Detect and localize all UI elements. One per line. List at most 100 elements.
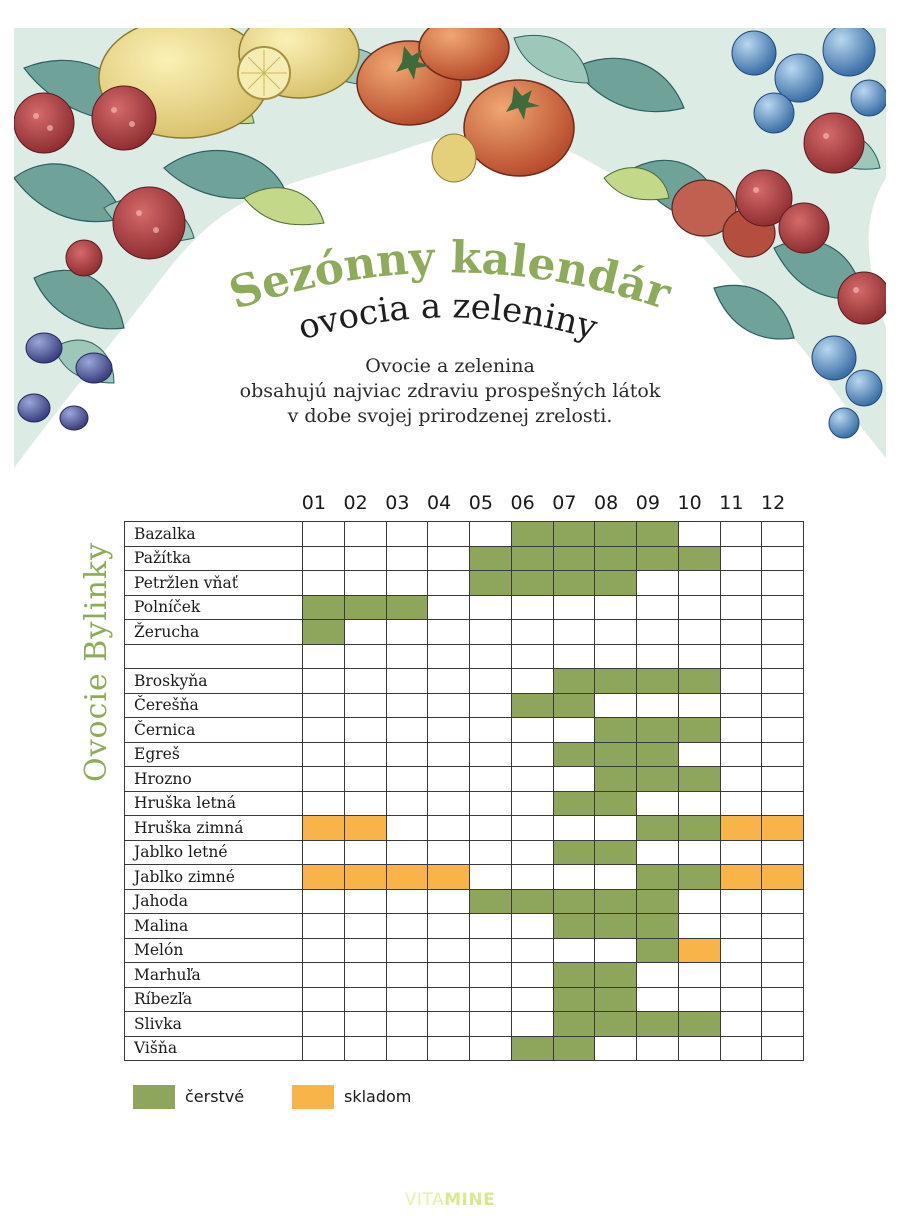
cell-fresh <box>510 521 554 547</box>
cell-empty <box>469 962 512 988</box>
cell-empty <box>761 692 804 718</box>
cell-empty <box>761 545 804 571</box>
cell-fresh <box>594 717 637 743</box>
intro-line: Ovocie a zelenina <box>365 355 535 377</box>
cell-empty <box>385 815 429 841</box>
cell-empty <box>343 962 387 988</box>
cell-empty <box>302 643 345 669</box>
cell-empty <box>677 594 721 620</box>
cell-empty <box>510 643 554 669</box>
cell-fresh <box>510 888 554 914</box>
month-label: 10 <box>677 492 702 514</box>
cell-empty <box>677 521 721 547</box>
cell-empty <box>469 790 512 816</box>
cell-empty <box>719 545 763 571</box>
title-line-2: ovocia a zeleniny <box>294 286 602 348</box>
cell-empty <box>510 937 554 963</box>
cell-fresh <box>510 1035 554 1061</box>
month-label: 12 <box>761 492 786 514</box>
cell-empty <box>761 937 804 963</box>
cell-fresh <box>594 790 637 816</box>
cell-empty <box>343 790 387 816</box>
cell-fresh <box>552 668 596 694</box>
cell-fresh <box>594 839 637 865</box>
cell-empty <box>385 937 429 963</box>
cell-empty <box>677 888 721 914</box>
cell-fresh <box>510 545 554 571</box>
cell-empty <box>636 619 679 645</box>
intro-text: Ovocie a zelenina obsahujú najviac zdrav… <box>150 354 750 429</box>
month-label: 09 <box>635 492 660 514</box>
cell-empty <box>427 741 470 767</box>
cell-empty <box>594 692 637 718</box>
cell-fresh <box>552 986 596 1012</box>
produce-name: Žerucha <box>124 619 303 645</box>
cell-empty <box>302 839 345 865</box>
cell-fresh <box>552 888 596 914</box>
cell-empty <box>343 741 387 767</box>
calendar-row: Melón <box>124 937 804 963</box>
cell-empty <box>343 937 387 963</box>
produce-name: Jablko letné <box>124 839 303 865</box>
cell-empty <box>719 790 763 816</box>
month-label: 05 <box>468 492 493 514</box>
cell-empty <box>469 937 512 963</box>
cell-fresh <box>636 937 679 963</box>
cell-empty <box>427 717 470 743</box>
cell-empty <box>552 864 596 890</box>
cell-fresh <box>636 888 679 914</box>
cell-empty <box>677 913 721 939</box>
cell-empty <box>761 570 804 596</box>
produce-name: Jablko zimné <box>124 864 303 890</box>
produce-name <box>124 643 303 669</box>
legend-swatch-fresh <box>133 1085 175 1109</box>
cell-fresh <box>677 545 721 571</box>
produce-name: Petržlen vňať <box>124 570 303 596</box>
cell-empty <box>636 643 679 669</box>
cell-empty <box>761 790 804 816</box>
cell-empty <box>510 1011 554 1037</box>
cell-fresh <box>594 986 637 1012</box>
month-label: 04 <box>427 492 452 514</box>
cell-empty <box>385 570 429 596</box>
cell-empty <box>469 986 512 1012</box>
cell-empty <box>427 937 470 963</box>
cell-fresh <box>636 741 679 767</box>
cell-empty <box>427 521 470 547</box>
legend: čerstvé skladom <box>133 1085 433 1109</box>
cell-empty <box>469 766 512 792</box>
fruit-vegetable-artwork <box>14 28 886 468</box>
cell-empty <box>594 864 637 890</box>
cell-empty <box>594 815 637 841</box>
cell-empty <box>385 986 429 1012</box>
cell-fresh <box>510 570 554 596</box>
calendar-row: Marhuľa <box>124 962 804 988</box>
cell-empty <box>385 1011 429 1037</box>
cell-empty <box>427 986 470 1012</box>
calendar-row: Jahoda <box>124 888 804 914</box>
cell-empty <box>719 717 763 743</box>
cell-empty <box>302 962 345 988</box>
cell-fresh <box>552 790 596 816</box>
cell-empty <box>719 741 763 767</box>
calendar-row: Čerešňa <box>124 692 804 718</box>
cell-empty <box>427 815 470 841</box>
cell-empty <box>385 643 429 669</box>
cell-empty <box>761 839 804 865</box>
cell-empty <box>469 815 512 841</box>
produce-name: Melón <box>124 937 303 963</box>
cell-empty <box>385 1035 429 1061</box>
cell-fresh <box>636 668 679 694</box>
cell-empty <box>510 913 554 939</box>
calendar-row: Ríbezľa <box>124 986 804 1012</box>
cell-empty <box>761 986 804 1012</box>
cell-fresh <box>552 741 596 767</box>
cell-fresh <box>636 1011 679 1037</box>
cell-empty <box>427 545 470 571</box>
cell-empty <box>677 962 721 988</box>
cell-empty <box>510 717 554 743</box>
cell-empty <box>719 1035 763 1061</box>
cell-empty <box>510 864 554 890</box>
calendar-row: Malina <box>124 913 804 939</box>
cell-empty <box>469 692 512 718</box>
